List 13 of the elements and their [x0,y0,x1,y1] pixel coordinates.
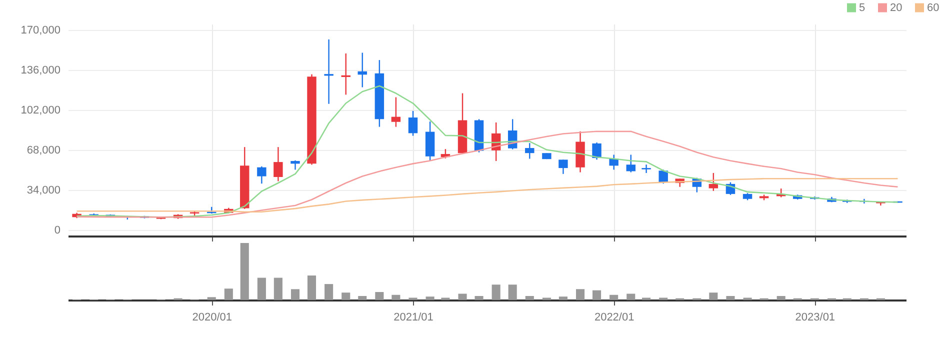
y-tick-label: 34,000 [26,184,60,197]
x-tick-label: 2023/01 [795,312,836,324]
legend-label: 5 [859,2,866,14]
legend-label: 20 [890,2,902,14]
y-tick-label: 68,000 [26,144,60,157]
y-tick-label: 0 [54,224,60,237]
y-tick-label: 102,000 [20,104,60,116]
legend-label: 60 [927,2,940,14]
y-tick-label: 170,000 [20,24,60,36]
x-tick-label: 2022/01 [594,312,634,324]
y-tick-label: 136,000 [20,64,60,76]
x-tick-label: 2020/01 [192,312,232,324]
x-tick-label: 2021/01 [394,312,434,324]
